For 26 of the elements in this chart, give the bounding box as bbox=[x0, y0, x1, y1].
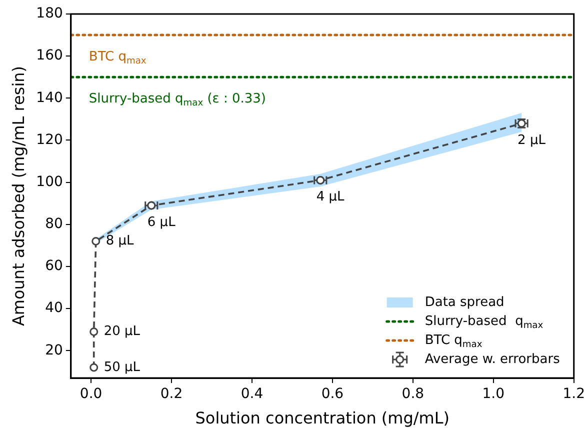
y-tick-label: 80 bbox=[45, 216, 63, 232]
y-tick-label: 120 bbox=[36, 132, 63, 148]
y-tick-label: 60 bbox=[45, 258, 63, 274]
x-tick-label: 1.2 bbox=[562, 386, 585, 402]
x-tick-label: 1.0 bbox=[482, 386, 505, 402]
x-tick-label: 0.6 bbox=[321, 386, 344, 402]
y-tick-label: 160 bbox=[36, 48, 63, 64]
annotation: 8 µL bbox=[106, 234, 135, 249]
annotation: 2 µL bbox=[518, 132, 546, 148]
y-axis-title: Amount adsorbed (mg/mL resin) bbox=[8, 66, 28, 326]
y-tick-label: 20 bbox=[45, 342, 63, 358]
annotation: 20 µL bbox=[104, 324, 141, 340]
y-tick-label: 140 bbox=[36, 90, 63, 106]
x-tick-label: 0.2 bbox=[160, 386, 183, 402]
y-tick-label: 100 bbox=[36, 174, 63, 190]
legend-label: Average w. errorbars bbox=[424, 352, 560, 367]
x-axis-title: Solution concentration (mg/mL) bbox=[195, 408, 450, 428]
annotation: 4 µL bbox=[316, 190, 346, 205]
x-tick-label: 0.0 bbox=[80, 386, 102, 402]
legend-label: Data spread bbox=[424, 294, 504, 310]
x-tick-label: 0.8 bbox=[402, 386, 424, 402]
y-tick-label: 40 bbox=[45, 300, 63, 316]
y-tick-label: 180 bbox=[36, 6, 63, 22]
annotation: 50 µL bbox=[104, 360, 141, 375]
x-tick-label: 0.4 bbox=[240, 386, 264, 402]
annotation: 6 µL bbox=[147, 214, 176, 230]
